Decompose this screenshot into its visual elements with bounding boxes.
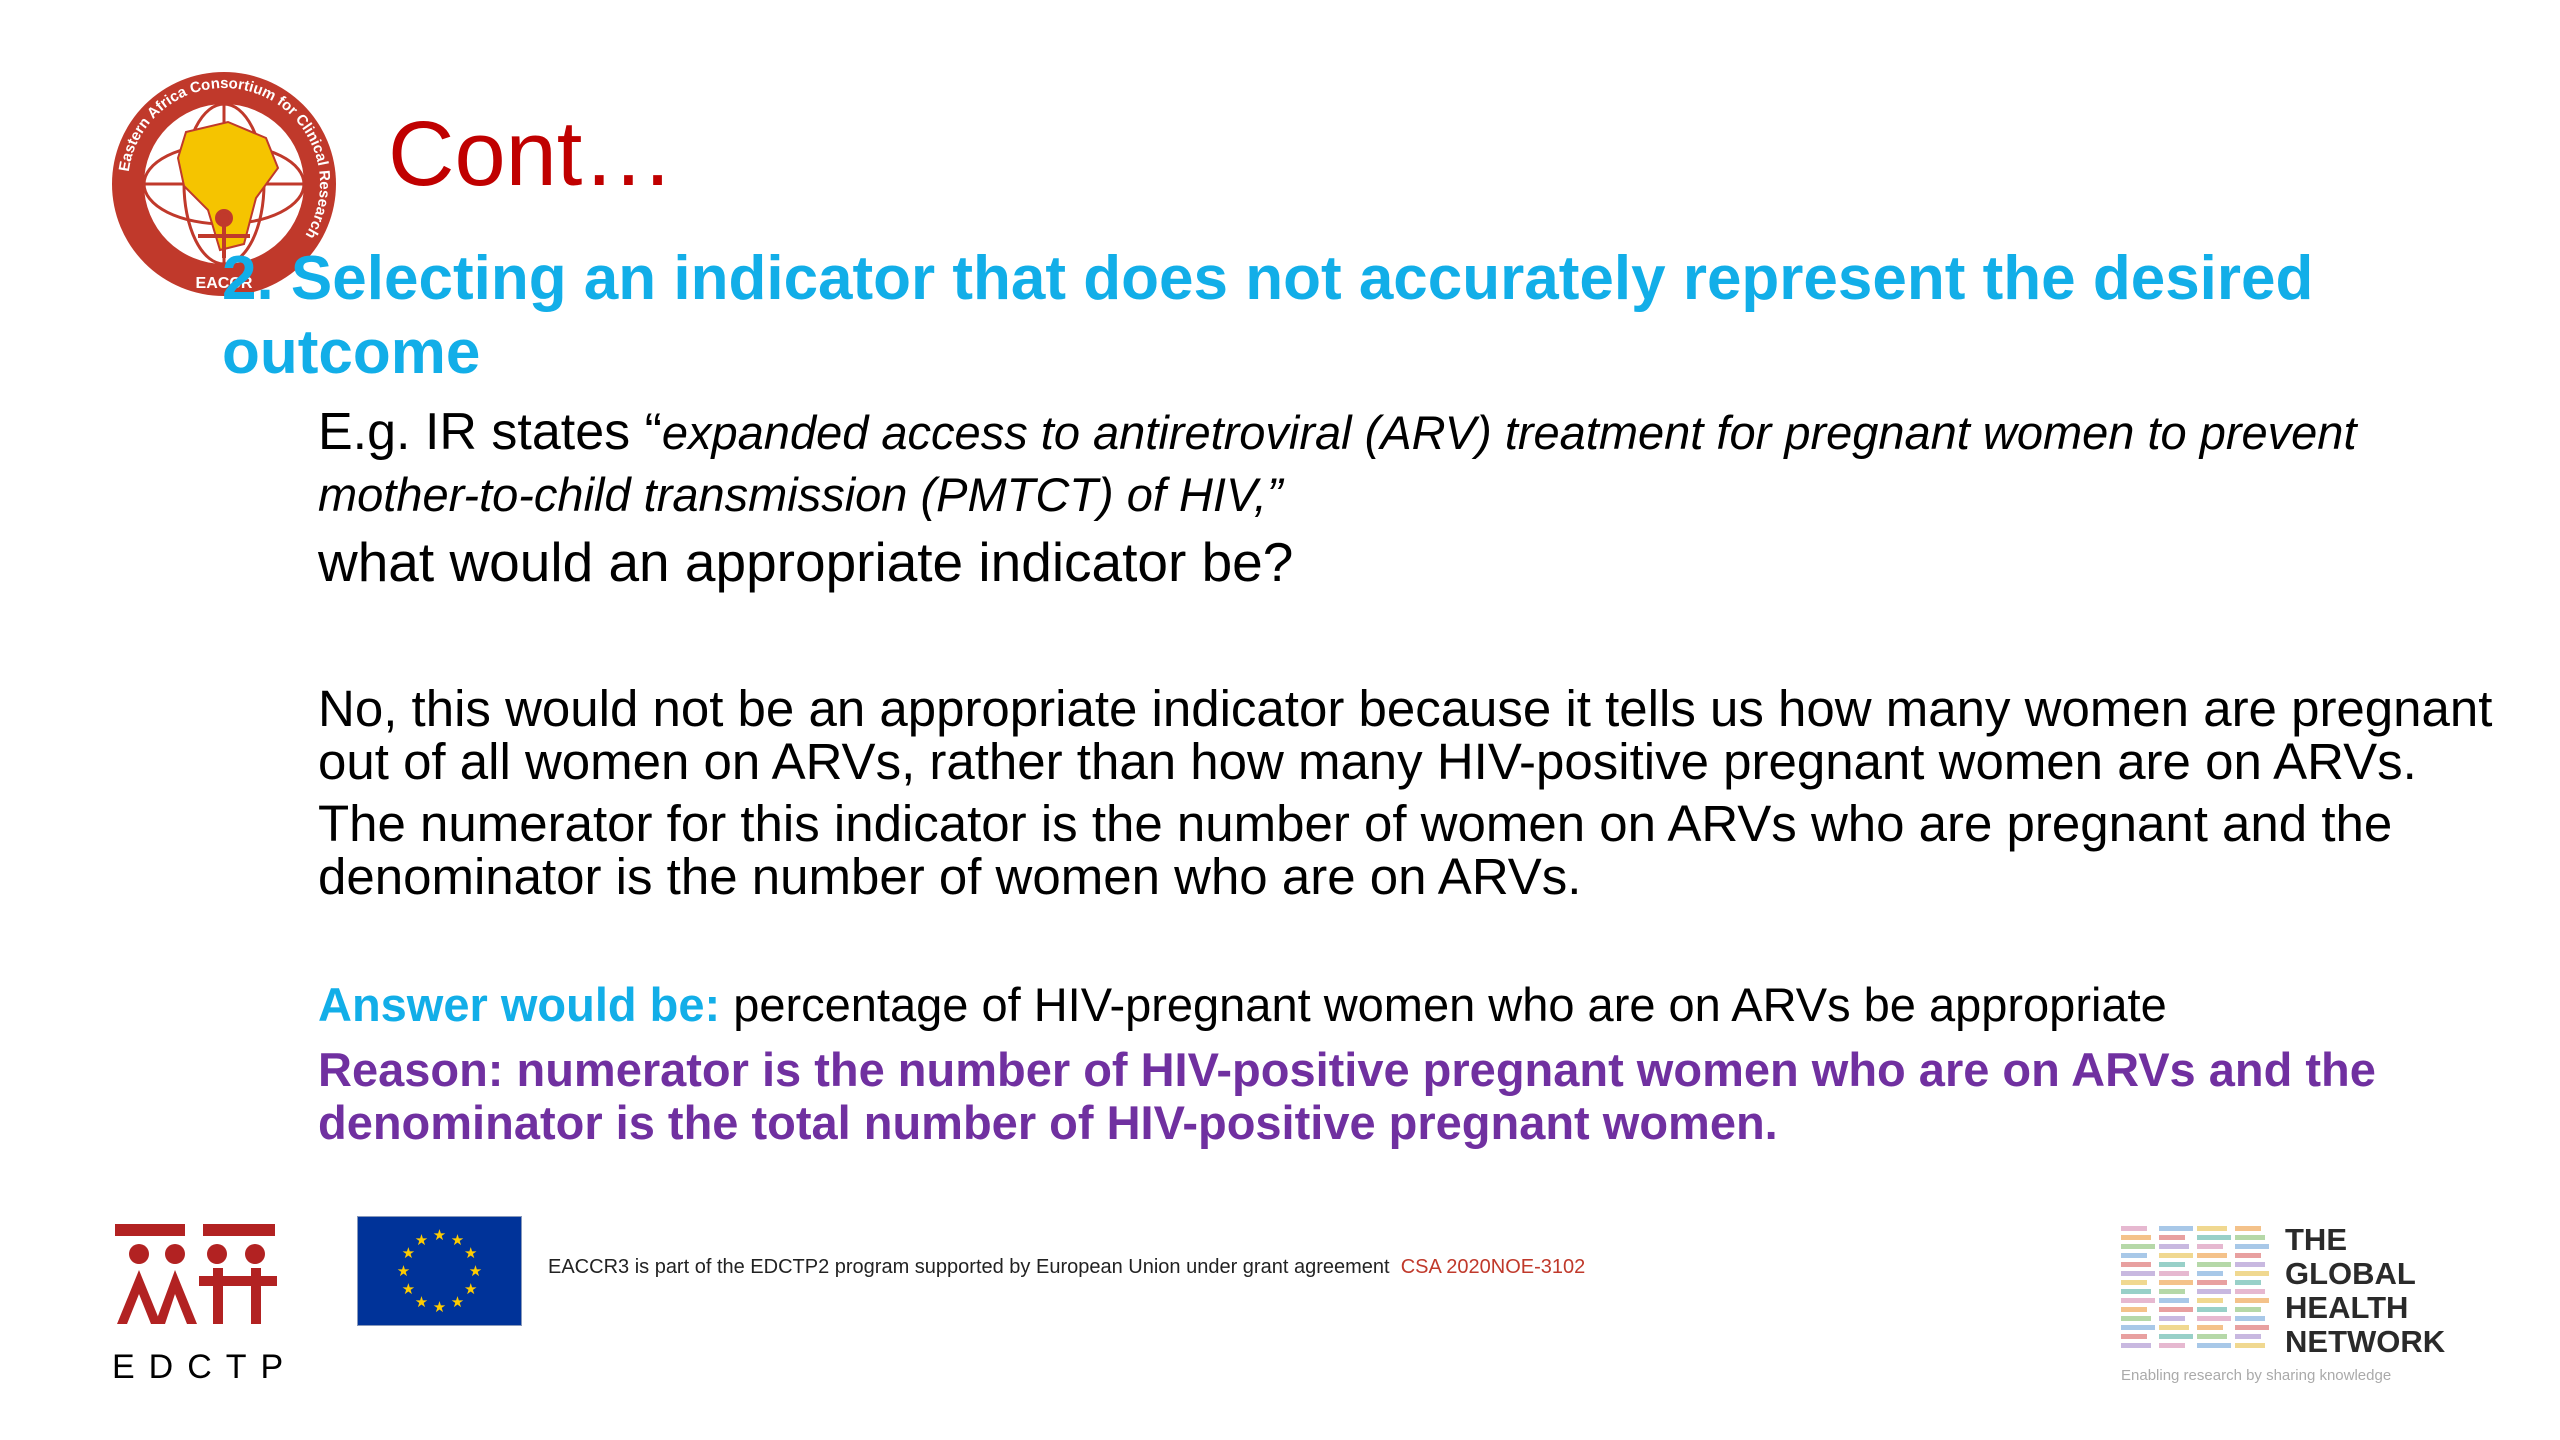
ghn-line-3: HEALTH [2285,1290,2408,1325]
example-quote-line-1: expanded access to antiretroviral (ARV) … [661,406,2357,459]
eu-star-icon: ★ [469,1263,482,1280]
ghn-bar [2121,1298,2155,1303]
ghn-bar [2197,1289,2231,1294]
ghn-bar [2121,1343,2151,1348]
ghn-bar [2197,1226,2227,1231]
global-health-network-logo: THE GLOBAL HEALTH NETWORK Enabling resea… [2121,1222,2446,1384]
answer-line: Answer would be: percentage of HIV-pregn… [318,977,2167,1032]
ghn-bar [2235,1316,2265,1321]
answer-text: percentage of HIV-pregnant women who are… [720,978,2167,1031]
ghn-bar [2235,1262,2265,1267]
ghn-bar [2235,1343,2265,1348]
ghn-line-4: NETWORK [2285,1324,2446,1359]
example-line-1: E.g. IR states “expanded access to antir… [318,403,2518,461]
ghn-bar [2235,1289,2265,1294]
ghn-bar [2121,1226,2147,1231]
ghn-bar [2159,1235,2185,1240]
example-prefix: E.g. IR states “ [318,403,662,461]
ghn-bar [2235,1334,2261,1339]
ghn-bar [2121,1325,2155,1330]
ghn-bar [2235,1244,2269,1249]
eaccr-logo: Eastern Africa Consortium for Clinical R… [112,72,336,296]
ghn-bar [2159,1262,2185,1267]
ghn-bar [2121,1280,2147,1285]
answer-label: Answer would be: [318,978,721,1031]
grant-text: EACCR3 is part of the EDCTP2 program sup… [548,1256,1390,1278]
ghn-bar [2159,1334,2193,1339]
ghn-bar [2197,1235,2231,1240]
edctp-logo [115,1224,277,1324]
ghn-bar [2235,1226,2261,1231]
ghn-bar [2159,1298,2189,1303]
ghn-bar [2197,1262,2231,1267]
ghn-bar [2197,1298,2223,1303]
eu-star-icon: ★ [433,1299,446,1316]
ghn-bar [2121,1262,2151,1267]
grant-statement: EACCR3 is part of the EDCTP2 program sup… [548,1256,1585,1279]
eu-flag: ★ ★★★★★★★★★★★ [357,1216,522,1326]
eu-star-icon: ★ [464,1281,477,1298]
ghn-bar [2121,1271,2155,1276]
ghn-bar [2159,1280,2193,1285]
ghn-bar [2159,1325,2189,1330]
ghn-bar [2235,1325,2269,1330]
ghn-bar [2235,1253,2261,1258]
eu-stars: ★ ★★★★★★★★★★★ [397,1227,482,1316]
eu-star-icon: ★ [402,1245,415,1262]
ghn-bar [2121,1289,2151,1294]
ghn-bar [2235,1280,2261,1285]
ghn-bar [2235,1307,2261,1312]
ghn-bar [2121,1235,2151,1240]
edctp-label: EDCTP [112,1348,298,1386]
ghn-bar [2197,1307,2227,1312]
ghn-bar [2235,1271,2269,1276]
eu-star-icon: ★ [415,1294,428,1311]
ghn-bar [2197,1334,2227,1339]
slide-heading: 2. Selecting an indicator that does not … [222,244,2314,387]
ghn-tagline: Enabling research by sharing knowledge [2121,1367,2391,1384]
ghn-bar [2159,1307,2193,1312]
example-question: what would an appropriate indicator be? [318,531,1294,593]
ghn-bar [2121,1334,2147,1339]
ghn-bar [2197,1325,2223,1330]
ghn-bar [2159,1244,2189,1249]
slide-title: Cont… [388,103,675,205]
ghn-bar [2159,1343,2185,1348]
ghn-bar [2121,1253,2147,1258]
ghn-bar [2121,1307,2147,1312]
example-quote-line-2: mother-to-child transmission (PMTCT) of … [318,468,1283,521]
eu-star-icon: ★ [451,1294,464,1311]
ghn-bar [2197,1316,2231,1321]
ghn-bar [2121,1244,2155,1249]
ghn-line-2: GLOBAL [2285,1256,2416,1291]
grant-code: CSA 2020NOE-3102 [1400,1256,1586,1278]
ghn-color-bars [2121,1226,2269,1348]
ghn-bar [2159,1271,2189,1276]
eu-star-icon: ★ [433,1227,446,1244]
eu-star-icon: ★ [464,1245,477,1262]
eu-star-icon: ★ [415,1232,428,1249]
ghn-bar [2197,1253,2227,1258]
ghn-line-1: THE [2285,1222,2347,1257]
eu-star-icon: ★ [397,1263,410,1280]
ghn-bar [2235,1298,2269,1303]
ghn-bar [2197,1280,2227,1285]
ghn-bar [2121,1316,2151,1321]
ghn-bar [2235,1235,2265,1240]
ghn-bar [2197,1271,2223,1276]
explanation-paragraph-2: The numerator for this indicator is the … [318,795,2393,905]
ghn-bar [2159,1253,2193,1258]
explanation-paragraph-1: No, this would not be an appropriate ind… [318,680,2493,790]
ghn-bar [2159,1226,2193,1231]
eaccr-short-label: EACCR [196,275,253,292]
ghn-bar [2197,1244,2223,1249]
eu-star-icon: ★ [402,1281,415,1298]
reason-text: Reason: numerator is the number of HIV-p… [318,1043,2376,1149]
ghn-bar [2159,1316,2185,1321]
ghn-bar [2159,1289,2185,1294]
eu-star-icon: ★ [451,1232,464,1249]
ghn-bar [2197,1343,2231,1348]
